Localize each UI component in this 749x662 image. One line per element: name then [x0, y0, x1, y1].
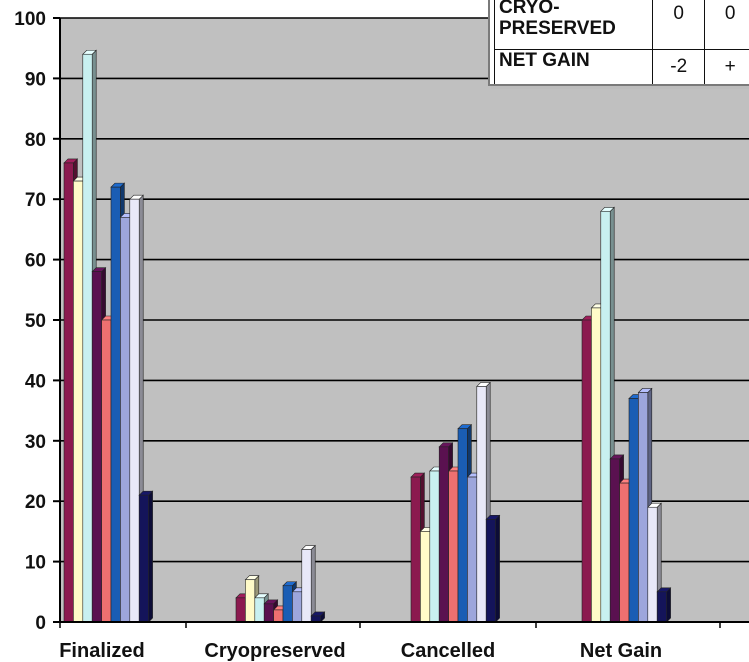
table-row: NET GAIN -2 +: [493, 49, 749, 84]
y-tick-label: 100: [14, 9, 46, 30]
y-tick-label: 20: [25, 492, 46, 513]
bar-front: [273, 609, 284, 623]
y-tick-label: 60: [25, 251, 46, 272]
bar-front: [410, 476, 421, 623]
x-tick-label: Cancelled: [401, 640, 495, 662]
bar-front: [591, 307, 602, 623]
table-row-label: NET GAIN: [493, 49, 654, 84]
bar-front: [647, 506, 658, 623]
bar-front: [467, 476, 478, 623]
y-tick-label: 70: [25, 190, 46, 211]
bar-front: [282, 585, 293, 623]
table-cell: 0: [652, 0, 706, 50]
bar: [310, 611, 326, 623]
y-tick-label: 0: [35, 613, 46, 634]
bar-front: [301, 549, 312, 623]
bar-front: [438, 446, 449, 623]
y-tick-label: 30: [25, 432, 46, 453]
bar-front: [485, 519, 496, 623]
bar-front: [476, 386, 487, 623]
y-tick-label: 40: [25, 371, 46, 392]
bar-front: [63, 162, 74, 623]
bar-front: [581, 319, 592, 623]
table-cell: +: [704, 49, 749, 84]
x-tick-label: Finalized: [59, 640, 145, 662]
bar-front: [609, 458, 620, 623]
table-row-label-line: CRYO-: [499, 0, 560, 18]
bar-side: [666, 587, 671, 623]
y-tick-label: 50: [25, 311, 46, 332]
bar-front: [120, 217, 131, 623]
bar-front: [638, 392, 649, 623]
x-tick-labels: Finalized Cryopreserved Cancelled Net Gain: [59, 640, 662, 662]
table-row-label-line: PRESERVED: [499, 18, 616, 39]
bar-front: [263, 603, 274, 623]
bar: [485, 514, 501, 623]
bar-front: [600, 210, 611, 623]
bar-front: [420, 531, 431, 623]
data-table-grid: CRYO- PRESERVED 0 0 NET GAIN -2 +: [493, 0, 749, 84]
bar-front: [91, 271, 102, 623]
data-table: CRYO- PRESERVED 0 0 NET GAIN -2 +: [488, 0, 749, 86]
bar-front: [235, 597, 246, 623]
bar: [138, 490, 154, 623]
y-tick-label: 80: [25, 130, 46, 151]
bar-front: [138, 494, 149, 623]
x-tick-label: Cryopreserved: [204, 640, 345, 662]
bar-side: [310, 544, 316, 623]
y-tick-label: 90: [25, 69, 46, 90]
bar-side: [148, 490, 153, 623]
bar-side: [495, 514, 500, 623]
table-cell: -2: [652, 49, 706, 84]
y-tick-label: 10: [25, 553, 46, 574]
bar-front: [619, 482, 630, 623]
bar-front: [429, 470, 440, 623]
y-tick-labels: 0 10 20 30 40 50 60 70 80 90 100: [14, 9, 46, 634]
table-row-label: CRYO- PRESERVED: [493, 0, 654, 50]
bar-front: [254, 597, 265, 623]
bar: [301, 544, 316, 623]
bar-front: [101, 319, 112, 623]
bar-front: [73, 180, 84, 623]
bar: [656, 587, 672, 623]
axes: [59, 18, 749, 628]
bar-front: [628, 398, 639, 623]
table-row: CRYO- PRESERVED 0 0: [493, 0, 749, 50]
x-tick-label: Net Gain: [580, 640, 662, 662]
table-cell: 0: [704, 0, 749, 50]
bar-front: [448, 470, 459, 623]
bar-front: [457, 428, 468, 623]
bar-front: [292, 591, 303, 623]
bar-front: [82, 53, 93, 623]
bar-front: [129, 198, 140, 623]
bar-front: [656, 591, 667, 623]
bar-front: [245, 579, 256, 623]
bar-front: [110, 186, 121, 623]
